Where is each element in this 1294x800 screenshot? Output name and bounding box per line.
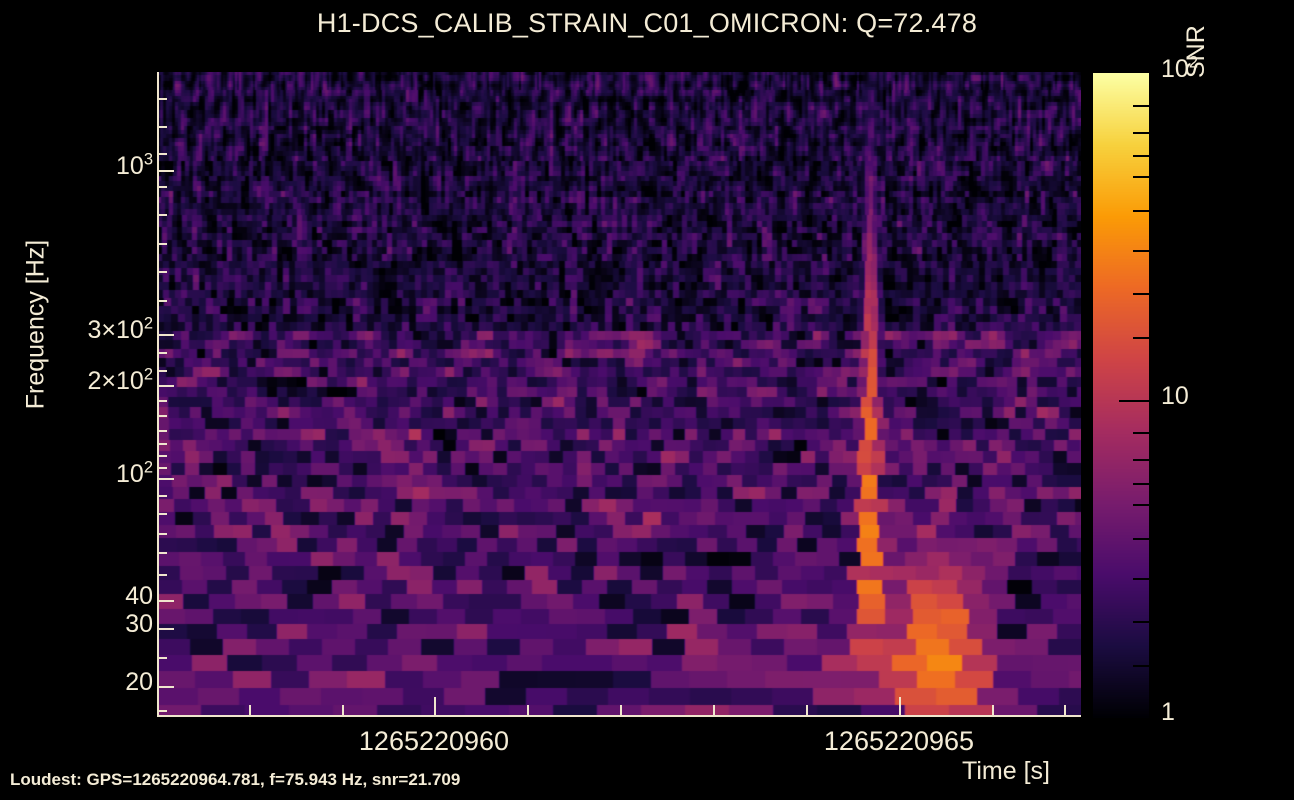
spectrogram-plot-area [157, 72, 1081, 717]
y-axis-minor-tick [157, 243, 167, 245]
x-axis-minor-tick [527, 705, 529, 717]
colorbar-minor-tick [1133, 432, 1149, 434]
y-axis-minor-tick [157, 552, 167, 554]
y-axis-major-tick [157, 385, 174, 387]
colorbar-minor-tick [1133, 210, 1149, 212]
y-axis-title: Frequency [Hz] [21, 239, 50, 410]
colorbar-minor-tick [1133, 250, 1149, 252]
colorbar-gradient [1093, 73, 1149, 718]
colorbar-tick-label: 10 [1161, 382, 1189, 410]
y-axis-minor-tick [157, 415, 167, 417]
y-axis-minor-tick [157, 98, 167, 100]
x-axis-minor-tick [1064, 705, 1066, 717]
colorbar-minor-tick [1133, 578, 1149, 580]
colorbar-minor-tick [1133, 155, 1149, 157]
y-axis-tick-label: 102 [116, 458, 153, 488]
y-axis-major-tick [157, 600, 174, 602]
y-axis-minor-tick [157, 126, 167, 128]
colorbar-minor-tick [1133, 665, 1149, 667]
y-axis-minor-tick [157, 300, 167, 302]
y-axis-minor-tick [157, 430, 167, 432]
x-axis-major-tick [899, 697, 901, 717]
colorbar-major-tick [1119, 400, 1149, 402]
y-axis-minor-tick [157, 657, 167, 659]
y-axis-minor-tick [157, 467, 167, 469]
y-axis-minor-tick [157, 370, 167, 372]
y-axis-minor-tick [157, 400, 167, 402]
x-axis-title: Time [s] [962, 757, 1050, 785]
y-axis-minor-tick [157, 495, 167, 497]
y-axis-minor-tick [157, 186, 167, 188]
x-axis-minor-tick [992, 705, 994, 717]
colorbar-minor-tick [1133, 176, 1149, 178]
x-axis-minor-tick [713, 705, 715, 717]
y-axis-minor-tick [157, 574, 167, 576]
colorbar-minor-tick [1133, 337, 1149, 339]
y-axis-major-tick [157, 628, 174, 630]
y-axis-minor-tick [157, 513, 167, 515]
y-axis-minor-tick [157, 271, 167, 273]
y-axis-tick-label: 30 [125, 610, 153, 638]
x-axis-minor-tick [342, 705, 344, 717]
page-title: H1-DCS_CALIB_STRAIN_C01_OMICRON: Q=72.47… [316, 8, 978, 38]
y-axis-tick-label: 103 [116, 150, 153, 180]
y-axis-minor-tick [157, 533, 167, 535]
x-axis-minor-tick [249, 705, 251, 717]
y-axis-minor-tick [157, 455, 167, 457]
colorbar-minor-tick [1133, 504, 1149, 506]
loudest-event-footer: Loudest: GPS=1265220964.781, f=75.943 Hz… [10, 770, 461, 789]
colorbar-tick-label: 1 [1161, 698, 1175, 726]
y-axis-minor-tick [157, 153, 167, 155]
y-axis-minor-tick [157, 352, 167, 354]
y-axis-major-tick [157, 686, 174, 688]
y-axis-tick-label: 3×102 [87, 314, 154, 344]
colorbar-minor-tick [1133, 105, 1149, 107]
y-axis-tick-label: 2×102 [87, 365, 154, 395]
colorbar-minor-tick [1133, 459, 1149, 461]
x-axis-tick-label: 1265220965 [823, 726, 975, 756]
x-axis-minor-tick [806, 705, 808, 717]
colorbar-minor-tick [1133, 293, 1149, 295]
y-axis-major-tick [157, 478, 174, 480]
colorbar-minor-tick [1133, 621, 1149, 623]
y-axis-major-tick [157, 334, 174, 336]
colorbar-tick-label: 102 [1161, 53, 1198, 83]
y-axis-major-tick [157, 170, 174, 172]
y-axis-minor-tick [157, 710, 167, 712]
colorbar-minor-tick [1133, 483, 1149, 485]
y-axis-minor-tick [157, 214, 167, 216]
x-axis-tick-label: 1265220960 [358, 726, 510, 756]
y-axis-tick-label: 20 [125, 668, 153, 696]
x-axis-minor-tick [620, 705, 622, 717]
colorbar-minor-tick [1133, 132, 1149, 134]
colorbar-minor-tick [1133, 538, 1149, 540]
spectrogram-image [157, 72, 1081, 717]
x-axis-major-tick [434, 697, 436, 717]
y-axis-minor-tick [157, 443, 167, 445]
y-axis-tick-label: 40 [125, 582, 153, 610]
